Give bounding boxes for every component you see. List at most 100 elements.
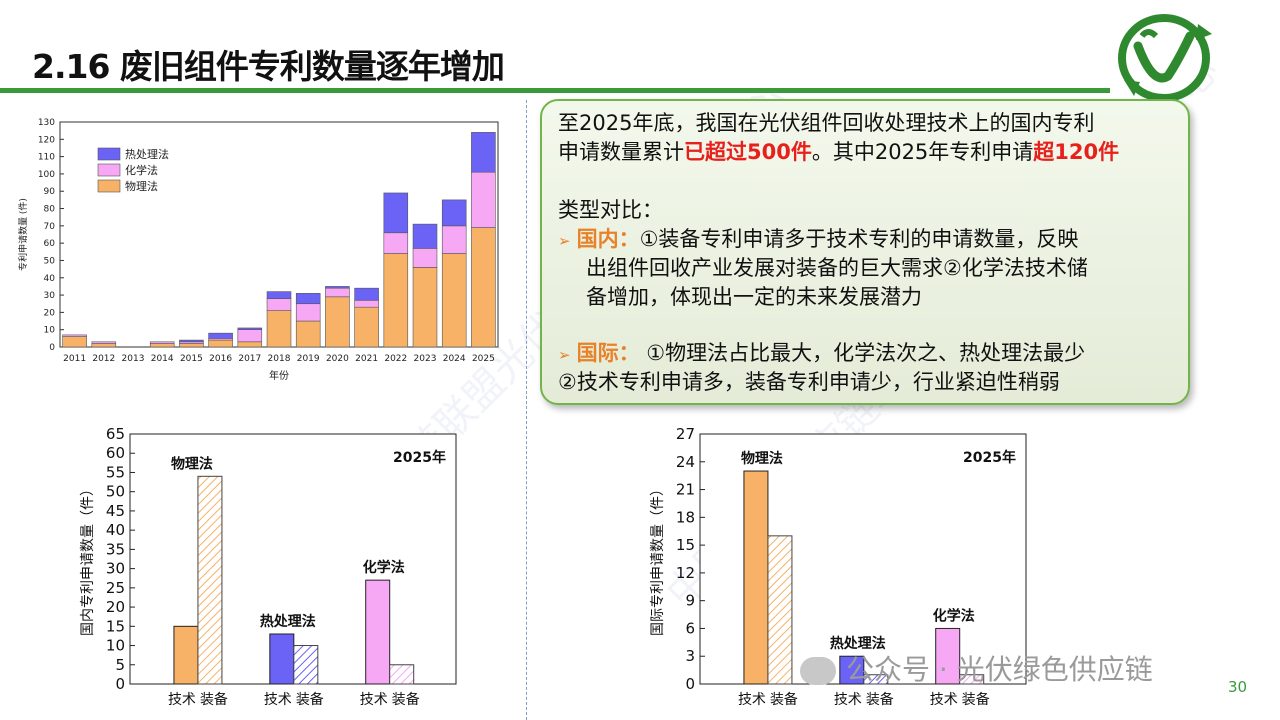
x-tick-label: 2019 bbox=[297, 354, 320, 364]
bar-segment bbox=[325, 286, 350, 289]
y-tick-label: 55 bbox=[106, 463, 125, 481]
x-tick-label: 2013 bbox=[122, 354, 145, 364]
bar-segment bbox=[266, 310, 292, 348]
bar-segment bbox=[471, 171, 496, 228]
y-tick-label: 130 bbox=[38, 118, 55, 128]
slide-title: 2.16 废旧组件专利数量逐年增加 bbox=[32, 47, 505, 86]
comparison-heading: 类型对比： bbox=[558, 198, 663, 222]
domestic-line-1: ➢ 国内：①装备专利申请多于技术专利的申请数量，反映 bbox=[558, 225, 1078, 255]
x-tick-label: 2022 bbox=[384, 354, 407, 364]
bar-equipment bbox=[197, 475, 223, 685]
y-axis-label: 国际专利申请数量（件） bbox=[650, 482, 666, 636]
bar-segment bbox=[471, 227, 496, 348]
domestic-label: 国内： bbox=[576, 227, 640, 251]
y-tick-label: 12 bbox=[676, 564, 695, 582]
bar-segment bbox=[383, 192, 409, 234]
y-tick-label: 6 bbox=[685, 619, 695, 637]
bar-segment bbox=[354, 287, 379, 301]
legend-label: 物理法 bbox=[125, 179, 158, 193]
x-tick-label: 2017 bbox=[238, 354, 261, 364]
highlight-total: 已超过500件 bbox=[684, 140, 812, 164]
x-tick-label: 技术 bbox=[738, 692, 766, 708]
arrow-icon: ➢ bbox=[558, 346, 571, 364]
intl-line-1: ➢ 国际： ①物理法占比最大，化学法次之、热处理法最少 bbox=[558, 339, 1085, 369]
bar-segment bbox=[412, 223, 438, 249]
bar-segment bbox=[412, 267, 438, 348]
group-label: 化学法 bbox=[933, 607, 975, 624]
y-tick-label: 20 bbox=[44, 308, 56, 318]
bar-segment bbox=[266, 291, 292, 299]
y-tick-label: 45 bbox=[106, 502, 125, 520]
summary-line-1: 至2025年底，我国在光伏组件回收处理技术上的国内专利 bbox=[558, 111, 1095, 135]
bar-equipment bbox=[293, 645, 319, 685]
bar-segment bbox=[179, 339, 204, 343]
intl-text: ①物理法占比最大，化学法次之、热处理法最少 bbox=[639, 341, 1086, 365]
x-tick-label: 2011 bbox=[63, 354, 86, 364]
summary-text: 申请数量累计 bbox=[558, 140, 684, 164]
y-axis-label: 国内专利申请数量（件） bbox=[80, 482, 96, 636]
bar-segment bbox=[441, 225, 467, 254]
x-tick-label: 2016 bbox=[209, 354, 232, 364]
highlight-2025: 超120件 bbox=[1033, 140, 1120, 164]
bar-segment bbox=[208, 339, 233, 348]
recycle-logo bbox=[1118, 14, 1212, 102]
bar-segment bbox=[325, 287, 350, 298]
bar-equipment bbox=[767, 535, 793, 685]
domestic-line-2: 出组件回收产业发展对装备的巨大需求②化学法技术储 bbox=[586, 256, 1088, 280]
domestic-line-3: 备增加，体现出一定的未来发展潜力 bbox=[586, 285, 922, 309]
bar-tech bbox=[269, 633, 295, 685]
y-tick-label: 15 bbox=[676, 536, 695, 554]
intl-label: 国际： bbox=[576, 341, 640, 365]
bar-segment bbox=[295, 303, 321, 322]
y-tick-label: 65 bbox=[106, 425, 125, 443]
y-tick-label: 40 bbox=[44, 274, 56, 284]
x-tick-label: 2018 bbox=[268, 354, 291, 364]
bar-segment bbox=[325, 296, 350, 348]
legend-label: 化学法 bbox=[125, 163, 158, 177]
bar-segment bbox=[383, 232, 409, 254]
y-tick-label: 9 bbox=[685, 592, 695, 610]
stacked-bar-chart: 0 10 20 30 40 50 60 70 80 90 100 110 120 130 2011 2012 2… bbox=[17, 118, 499, 382]
chart-title: 2025年 bbox=[393, 449, 446, 466]
bar-tech bbox=[173, 625, 199, 685]
y-tick-label: 50 bbox=[106, 483, 125, 501]
bar-segment bbox=[412, 248, 438, 268]
y-tick-label: 24 bbox=[676, 453, 695, 471]
x-axis-label: 年份 bbox=[269, 369, 289, 382]
x-tick-label: 装备 bbox=[962, 691, 990, 708]
wechat-icon bbox=[800, 657, 836, 685]
x-tick-label: 2021 bbox=[355, 354, 378, 364]
y-tick-label: 18 bbox=[676, 508, 695, 526]
y-tick-label: 120 bbox=[38, 135, 55, 145]
bar-tech bbox=[743, 470, 769, 685]
title-underline bbox=[0, 88, 1110, 93]
bar-segment bbox=[441, 253, 467, 348]
bar-segment bbox=[91, 341, 117, 344]
bar-segment bbox=[295, 293, 321, 305]
x-tick-label: 技术 bbox=[930, 692, 958, 708]
bar-segment bbox=[237, 327, 263, 330]
bar-segment bbox=[149, 343, 175, 348]
arrow-icon: ➢ bbox=[558, 232, 571, 250]
y-tick-label: 20 bbox=[106, 598, 125, 616]
group-label: 热处理法 bbox=[830, 635, 886, 652]
bar-segment bbox=[62, 334, 87, 337]
bar-segment bbox=[149, 341, 175, 344]
y-tick-label: 15 bbox=[106, 617, 125, 635]
y-tick-label: 30 bbox=[106, 560, 125, 578]
summary-text: 。其中2025年专利申请 bbox=[811, 140, 1034, 164]
bar-segment bbox=[295, 320, 321, 348]
x-tick-label: 2020 bbox=[326, 354, 349, 364]
y-tick-label: 0 bbox=[115, 675, 125, 693]
y-axis-label: 专利申请数量 (件) bbox=[17, 198, 29, 271]
x-tick-label: 2023 bbox=[414, 354, 437, 364]
y-tick-label: 50 bbox=[44, 256, 56, 266]
summary-line-2: 申请数量累计已超过500件。其中2025年专利申请超120件 bbox=[558, 138, 1119, 166]
x-tick-label: 技术 bbox=[360, 692, 388, 708]
y-tick-label: 70 bbox=[44, 222, 56, 232]
summary-textbox: 至2025年底，我国在光伏组件回收处理技术上的国内专利 申请数量累计已超过500… bbox=[540, 99, 1190, 405]
chart-title: 2025年 bbox=[963, 449, 1016, 466]
y-tick-label: 100 bbox=[38, 170, 55, 180]
y-tick-label: 10 bbox=[44, 326, 56, 336]
